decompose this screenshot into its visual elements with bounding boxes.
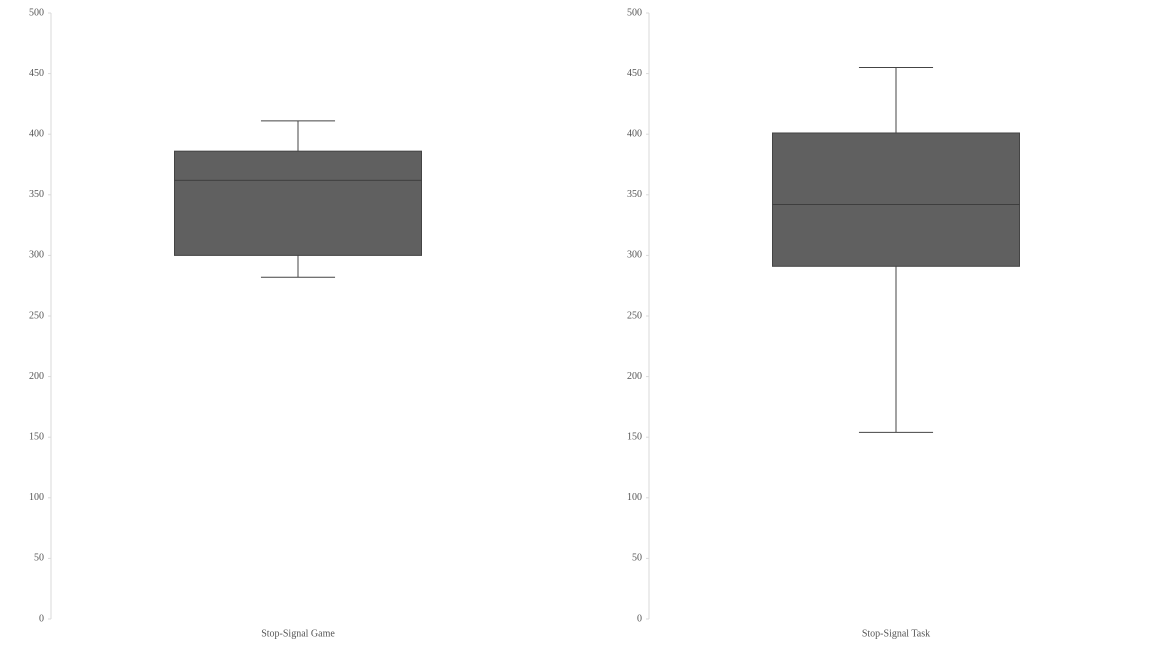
y-tick-label: 100 — [627, 492, 642, 503]
y-tick-label: 300 — [627, 250, 642, 261]
y-tick-label: 500 — [29, 7, 44, 18]
box — [174, 150, 422, 256]
y-tick-label: 200 — [29, 371, 44, 382]
y-tick-label: 350 — [627, 189, 642, 200]
x-tick-label: Stop-Signal Task — [862, 628, 930, 639]
y-tick-label: 400 — [627, 128, 642, 139]
y-tick-label: 250 — [627, 310, 642, 321]
y-tick-label: 100 — [29, 492, 44, 503]
y-tick-label: 200 — [627, 371, 642, 382]
box — [772, 132, 1020, 267]
y-tick-label: 500 — [627, 7, 642, 18]
y-tick-label: 450 — [627, 68, 642, 79]
y-tick-label: 0 — [39, 613, 44, 624]
y-tick-label: 150 — [29, 431, 44, 442]
y-tick-label: 0 — [637, 613, 642, 624]
y-tick-label: 50 — [632, 553, 642, 564]
y-tick-label: 300 — [29, 250, 44, 261]
y-tick-label: 450 — [29, 68, 44, 79]
y-tick-label: 50 — [34, 553, 44, 564]
x-tick-label: Stop-Signal Game — [261, 628, 335, 639]
y-tick-label: 400 — [29, 128, 44, 139]
y-tick-label: 150 — [627, 431, 642, 442]
y-tick-label: 350 — [29, 189, 44, 200]
y-tick-label: 250 — [29, 310, 44, 321]
